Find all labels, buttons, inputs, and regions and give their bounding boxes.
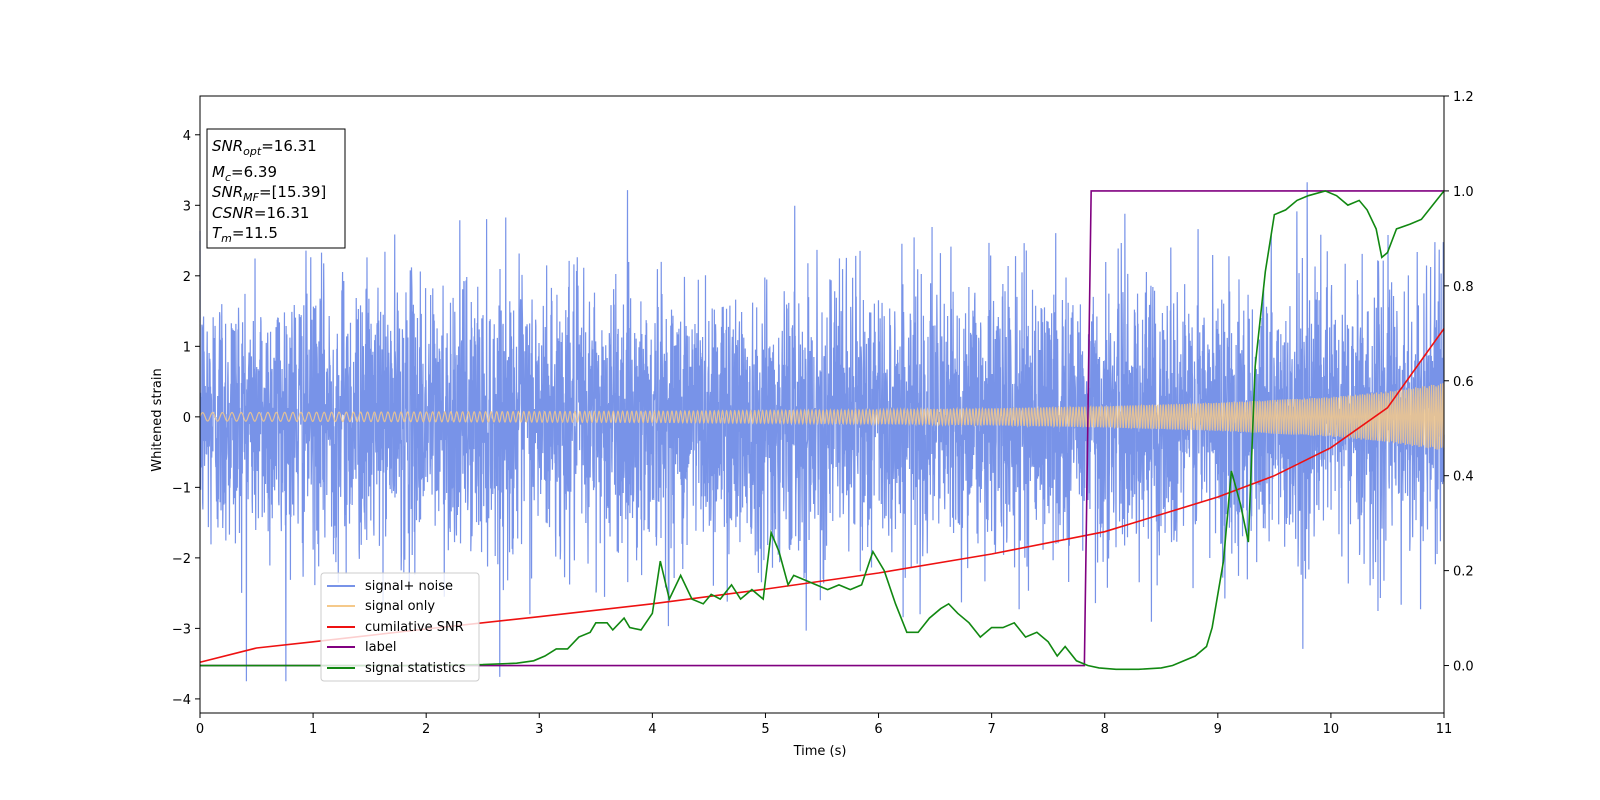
- signal-only-series: [199, 383, 1445, 450]
- y-right-tick-label: 1.0: [1453, 185, 1474, 200]
- y-left-tick-label: −3: [172, 622, 191, 637]
- x-tick-label: 10: [1323, 722, 1340, 737]
- x-tick-label: 8: [1101, 722, 1109, 737]
- y-right-tick-label: 0.4: [1453, 470, 1474, 485]
- y-left-tick-label: 1: [183, 340, 191, 355]
- legend-label-signal-noise: signal+ noise: [365, 579, 453, 594]
- legend-label-signal-only: signal only: [365, 599, 435, 614]
- legend-label-signal-statistics: signal statistics: [365, 661, 466, 676]
- y-left-tick-label: −1: [172, 481, 191, 496]
- annotation-tm: Tm=11.5: [212, 224, 278, 245]
- y-axis-right: 1.2 1.0 0.8 0.6 0.4 0.2 0.0: [1444, 90, 1474, 675]
- y-right-tick-label: 0.0: [1453, 660, 1474, 675]
- x-tick-label: 1: [309, 722, 317, 737]
- label-line: [200, 190, 1444, 667]
- annotation-box: SNRopt=16.31 Mc=6.39 SNRMF=[15.39] CSNR=…: [206, 128, 346, 249]
- x-tick-label: 0: [196, 722, 204, 737]
- x-tick-label: 11: [1436, 722, 1453, 737]
- y-right-tick-label: 0.2: [1453, 565, 1474, 580]
- x-tick-label: 5: [761, 722, 769, 737]
- legend: signal+ noise signal only cumilative SNR…: [320, 572, 480, 682]
- annotation-csnr: CSNR=16.31: [212, 204, 309, 222]
- y-left-tick-label: −2: [172, 552, 191, 567]
- x-axis-label: Time (s): [793, 744, 847, 759]
- y-axis-left: 4 3 2 1 0 −1 −2 −3 −4: [172, 129, 200, 708]
- x-tick-label: 4: [648, 722, 656, 737]
- signal-noise-trace: [199, 182, 1445, 682]
- x-axis: 0 1 2 3 4 5 6 7 8 9 10 11: [196, 713, 1452, 737]
- y-right-tick-label: 1.2: [1453, 90, 1474, 105]
- x-tick-label: 6: [874, 722, 882, 737]
- x-tick-label: 7: [987, 722, 995, 737]
- legend-label-label: label: [365, 640, 396, 655]
- x-tick-label: 9: [1214, 722, 1222, 737]
- x-tick-label: 3: [535, 722, 543, 737]
- y-left-tick-label: 3: [183, 199, 191, 214]
- annotation-snr-opt: SNRopt=16.31: [212, 137, 317, 158]
- signal-only-trace: [199, 383, 1445, 450]
- signal-noise-series: [199, 182, 1445, 682]
- y-left-tick-label: 0: [183, 411, 191, 426]
- annotation-mc: Mc=6.39: [212, 163, 277, 184]
- x-tick-label: 2: [422, 722, 430, 737]
- legend-box: [320, 572, 480, 682]
- y-axis-label: Whitened strain: [150, 368, 165, 471]
- y-right-tick-label: 0.8: [1453, 280, 1474, 295]
- y-left-tick-label: 4: [183, 129, 191, 144]
- y-left-tick-label: 2: [183, 270, 191, 285]
- y-left-tick-label: −4: [172, 693, 191, 708]
- plot-frame: [199, 95, 1445, 714]
- signal-statistics-line: [200, 190, 1445, 671]
- legend-label-cumulative-snr: cumilative SNR: [365, 620, 464, 635]
- y-right-tick-label: 0.6: [1453, 375, 1474, 390]
- annotation-snr-mf: SNRMF=[15.39]: [212, 183, 326, 204]
